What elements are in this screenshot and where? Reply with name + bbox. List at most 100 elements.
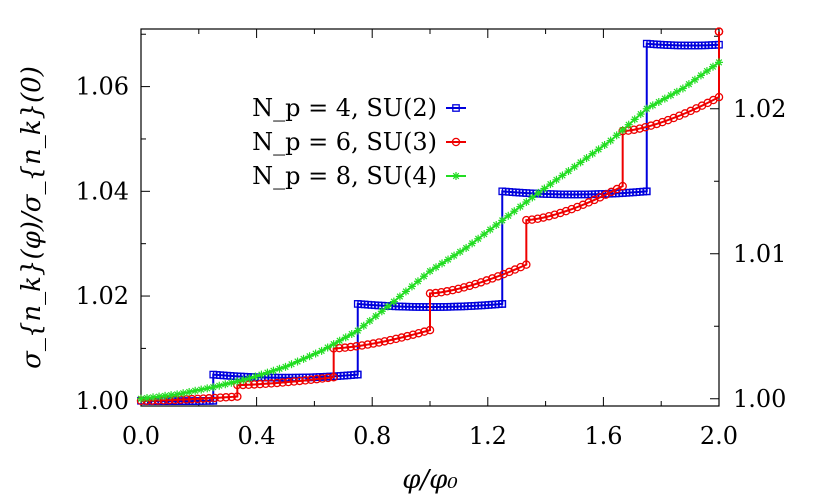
- data-point: [287, 360, 296, 369]
- data-point: [425, 289, 435, 298]
- data-point: [510, 207, 519, 216]
- data-point: [197, 385, 206, 394]
- data-point: [371, 312, 380, 321]
- data-point: [143, 394, 152, 403]
- data-point: [386, 335, 395, 345]
- data-point: [227, 378, 236, 387]
- data-point: [646, 121, 656, 130]
- data-point: [407, 282, 416, 291]
- data-point: [317, 346, 326, 355]
- data-point: [660, 94, 669, 103]
- data-point: [648, 101, 657, 110]
- data-point: [341, 333, 350, 342]
- data-point: [380, 337, 389, 346]
- data-point: [556, 208, 565, 218]
- data-point: [216, 393, 225, 402]
- data-point: [306, 375, 316, 385]
- data-point: [636, 110, 645, 119]
- data-point: [419, 272, 428, 281]
- data-point: [311, 349, 320, 358]
- data-point: [187, 394, 197, 404]
- series-line: [140, 31, 720, 402]
- data-point: [261, 379, 270, 389]
- data-point: [359, 321, 368, 330]
- data-point: [329, 340, 338, 349]
- data-point: [451, 137, 461, 147]
- data-point: [193, 394, 202, 404]
- data-point: [480, 230, 489, 239]
- plot-frame: [140, 28, 720, 407]
- data-point: [539, 213, 548, 222]
- data-point: [573, 202, 582, 212]
- data-point: [426, 267, 434, 276]
- data-point: [155, 392, 164, 401]
- data-point: [468, 239, 477, 248]
- legend-entry-np8: N_p = 8, SU(4): [252, 162, 466, 190]
- data-point: [476, 278, 486, 287]
- data-point: [251, 372, 260, 381]
- legend: N_p = 4, SU(2) N_p = 6, SU(3) N_p = 8, SU(…: [252, 94, 466, 190]
- data-point: [272, 378, 282, 388]
- y-left-tick-label: 1.02: [76, 282, 129, 310]
- data-point: [347, 329, 356, 338]
- y-right-tick-label: 1.01: [733, 240, 786, 268]
- data-point: [641, 122, 650, 132]
- data-point: [173, 390, 182, 399]
- legend-entry-np4: N_p = 4, SU(2): [252, 94, 466, 122]
- data-point: [199, 394, 208, 403]
- data-point: [209, 383, 218, 392]
- data-point: [425, 325, 435, 335]
- data-point: [289, 377, 299, 386]
- data-point: [244, 380, 253, 389]
- data-point: [431, 288, 440, 298]
- data-point: [684, 80, 693, 89]
- data-point: [544, 211, 554, 221]
- data-point: [504, 211, 513, 220]
- data-point: [522, 260, 531, 269]
- data-point: [522, 198, 531, 207]
- data-point: [149, 393, 158, 402]
- data-point: [499, 269, 508, 279]
- data-point: [642, 187, 651, 196]
- data-point: [295, 376, 304, 386]
- data-point: [179, 389, 188, 398]
- data-point: [257, 370, 266, 379]
- series-layer: [136, 27, 724, 406]
- data-point: [365, 316, 374, 325]
- data-point: [444, 255, 453, 264]
- data-point: [471, 279, 480, 289]
- data-point: [696, 71, 705, 80]
- data-point: [233, 392, 242, 401]
- data-point: [204, 394, 214, 403]
- data-point: [642, 104, 651, 113]
- data-point: [369, 339, 378, 348]
- data-point: [702, 67, 711, 76]
- data-point: [357, 341, 367, 350]
- data-point: [301, 376, 310, 385]
- data-point: [465, 281, 474, 291]
- data-point: [564, 167, 573, 176]
- data-point: [203, 384, 212, 393]
- data-point: [635, 124, 644, 133]
- data-point: [454, 284, 463, 294]
- y-left-tick-label: 1.04: [76, 177, 129, 205]
- data-point: [408, 330, 418, 339]
- x-tick-label: 0.8: [353, 422, 391, 450]
- data-point: [363, 340, 372, 349]
- data-point: [666, 91, 675, 100]
- axis-ticks: 0.0 0.4 0.8 1.2 1.6 2.0 1.00 1.02 1.04 1.06 1.00 1.…: [76, 29, 786, 450]
- data-point: [629, 125, 639, 134]
- data-point: [221, 380, 230, 389]
- data-point: [263, 368, 272, 377]
- data-point: [346, 342, 355, 352]
- data-point: [558, 171, 567, 180]
- data-point: [401, 287, 410, 296]
- x-tick-label: 0.0: [122, 422, 160, 450]
- data-point: [450, 251, 459, 260]
- data-point: [452, 104, 460, 112]
- data-point: [600, 141, 609, 149]
- data-point: [516, 202, 525, 211]
- data-point: [267, 379, 276, 388]
- data-point: [493, 272, 503, 281]
- series-np6-su3: [136, 27, 724, 406]
